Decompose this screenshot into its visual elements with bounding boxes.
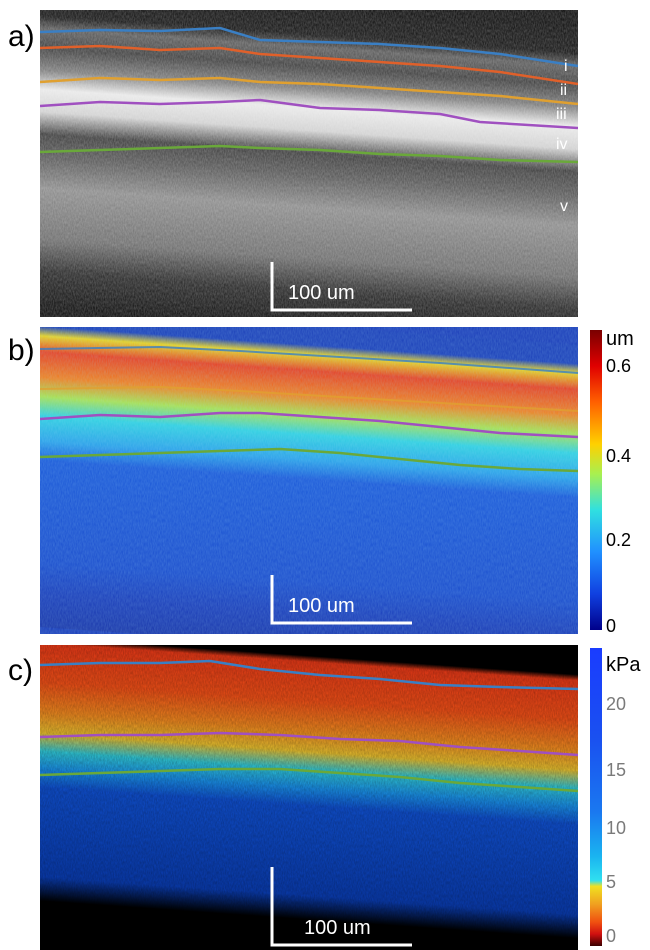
colorbar-c-tick: 20: [606, 694, 627, 714]
oct-intensity-canvas: [40, 10, 578, 317]
layer-label-i: i: [564, 58, 568, 75]
boundary-line-purple: [40, 411, 578, 439]
colorbar-b-tick: 0.2: [606, 530, 632, 550]
layer-label-iii: iii: [556, 106, 567, 123]
boundary-line-blue: [40, 26, 578, 68]
boundary-line-green: [40, 144, 578, 164]
boundary-line-green: [40, 767, 578, 793]
layer-label-ii: ii: [560, 82, 568, 99]
colorbar-c-tick: 0: [606, 926, 617, 946]
panel-a-label: a): [8, 20, 35, 53]
boundary-line-purple: [40, 731, 578, 757]
layer-label-v: v: [560, 198, 568, 215]
stiffness-map-canvas: [40, 645, 578, 950]
colorbar-b-tick: 0: [606, 616, 617, 636]
scale-bar: [270, 867, 412, 947]
boundary-line-green: [40, 447, 578, 473]
boundary-line-yellow: [40, 385, 578, 412]
colorbar-b-tick: 0.6: [606, 356, 632, 376]
scale-bar-label: 100 um: [304, 917, 371, 939]
colorbar-c-tick: 15: [606, 760, 627, 780]
colorbar-c-tick: 5: [606, 872, 617, 892]
panel-c-label: c): [8, 654, 33, 687]
boundary-line-yellow: [40, 76, 578, 106]
layer-label-iv: iv: [556, 136, 568, 153]
boundary-line-blue: [40, 345, 578, 374]
colorbar-b: [590, 330, 602, 630]
panel-b-label: b): [8, 334, 35, 367]
boundary-line-purple: [40, 98, 578, 130]
oct-intensity-image: i ii iii iv v 100 um: [40, 10, 578, 317]
colorbar-c-tick: 10: [606, 818, 627, 838]
colorbar-c: [590, 648, 602, 946]
colorbar-c-unit: kPa: [606, 654, 641, 676]
scale-bar: [270, 575, 412, 625]
colorbar-b-unit: um: [606, 328, 634, 350]
scale-bar-label: 100 um: [288, 282, 355, 304]
stiffness-map-image: 100 um: [40, 645, 578, 950]
displacement-map-image: 100 um: [40, 327, 578, 634]
colorbar-b-tick: 0.4: [606, 446, 632, 466]
scale-bar: [270, 262, 412, 312]
scale-bar-label: 100 um: [288, 595, 355, 617]
displacement-map-canvas: [40, 327, 578, 634]
boundary-line-orange: [40, 44, 578, 86]
boundary-line-blue: [40, 659, 578, 691]
